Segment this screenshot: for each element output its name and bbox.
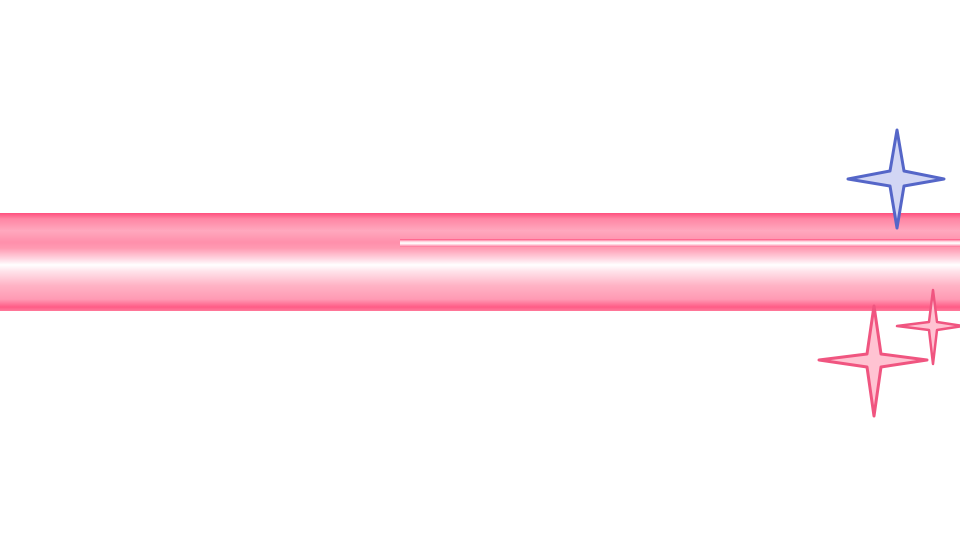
pink-sparkle-small-icon [895,288,960,366]
banner-highlight-stripe [400,239,960,247]
pink-banner-bar [0,213,960,311]
pink-sparkle-large-icon [817,304,929,418]
blue-sparkle-icon [846,128,946,230]
